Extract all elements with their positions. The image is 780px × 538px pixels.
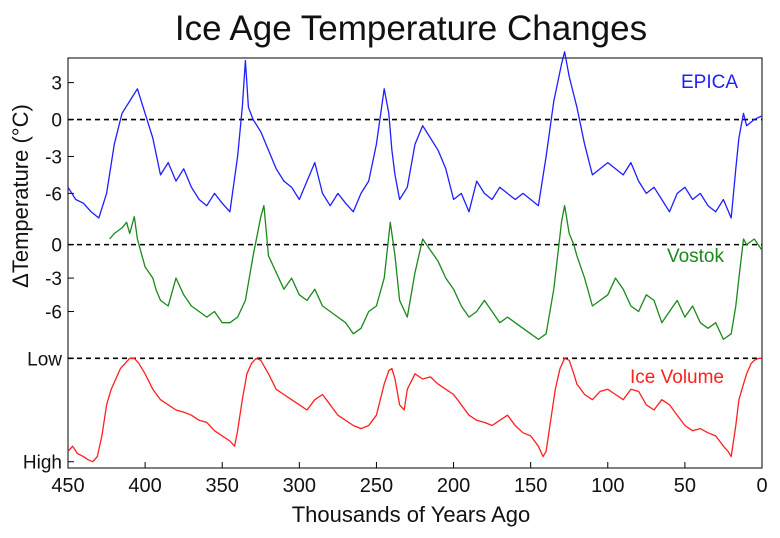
x-tick-label: 450 (51, 475, 84, 497)
ice-volume-series-line (67, 357, 762, 463)
ice-volume-y-tick-label: Low (27, 349, 62, 370)
x-tick-label: 400 (128, 475, 161, 497)
x-axis-label: Thousands of Years Ago (292, 502, 531, 527)
x-tick-label: 300 (283, 475, 316, 497)
vostok-y-tick-label: -3 (45, 269, 62, 290)
vostok-y-tick-label: -6 (45, 303, 62, 324)
x-tick-label: 100 (591, 475, 624, 497)
plot-frame (67, 57, 763, 469)
epica-y-tick-label: -3 (45, 147, 62, 168)
x-tick-label: 200 (437, 475, 470, 497)
epica-series-label: EPICA (681, 72, 738, 93)
x-tick-label: 150 (514, 475, 547, 497)
vostok-y-tick-label: 0 (51, 236, 62, 257)
ice-volume-series-label: Ice Volume (630, 367, 724, 388)
epica-y-tick-label: 0 (51, 111, 62, 132)
y-axis-label: ΔTemperature (°C) (8, 104, 33, 288)
chart-title: Ice Age Temperature Changes (175, 9, 647, 48)
x-tick-label: 0 (756, 475, 767, 497)
ice-volume-y-tick-label: High (23, 453, 62, 474)
x-axis: 450 400 350 300 250 200 150 100 50 0 (51, 462, 768, 497)
x-tick-label: 250 (360, 475, 393, 497)
vostok-series-line (109, 204, 763, 341)
plot-area: 3 0 -3 -6 EPICA 0 -3 -6 Vostok Low High Ice Volume (23, 51, 763, 474)
vostok-series-label: Vostok (667, 246, 725, 267)
epica-y-tick-label: 3 (51, 74, 62, 95)
epica-series-line (67, 51, 763, 219)
epica-y-tick-label: -6 (45, 184, 62, 205)
x-tick-label: 350 (206, 475, 239, 497)
x-tick-label: 50 (674, 475, 696, 497)
